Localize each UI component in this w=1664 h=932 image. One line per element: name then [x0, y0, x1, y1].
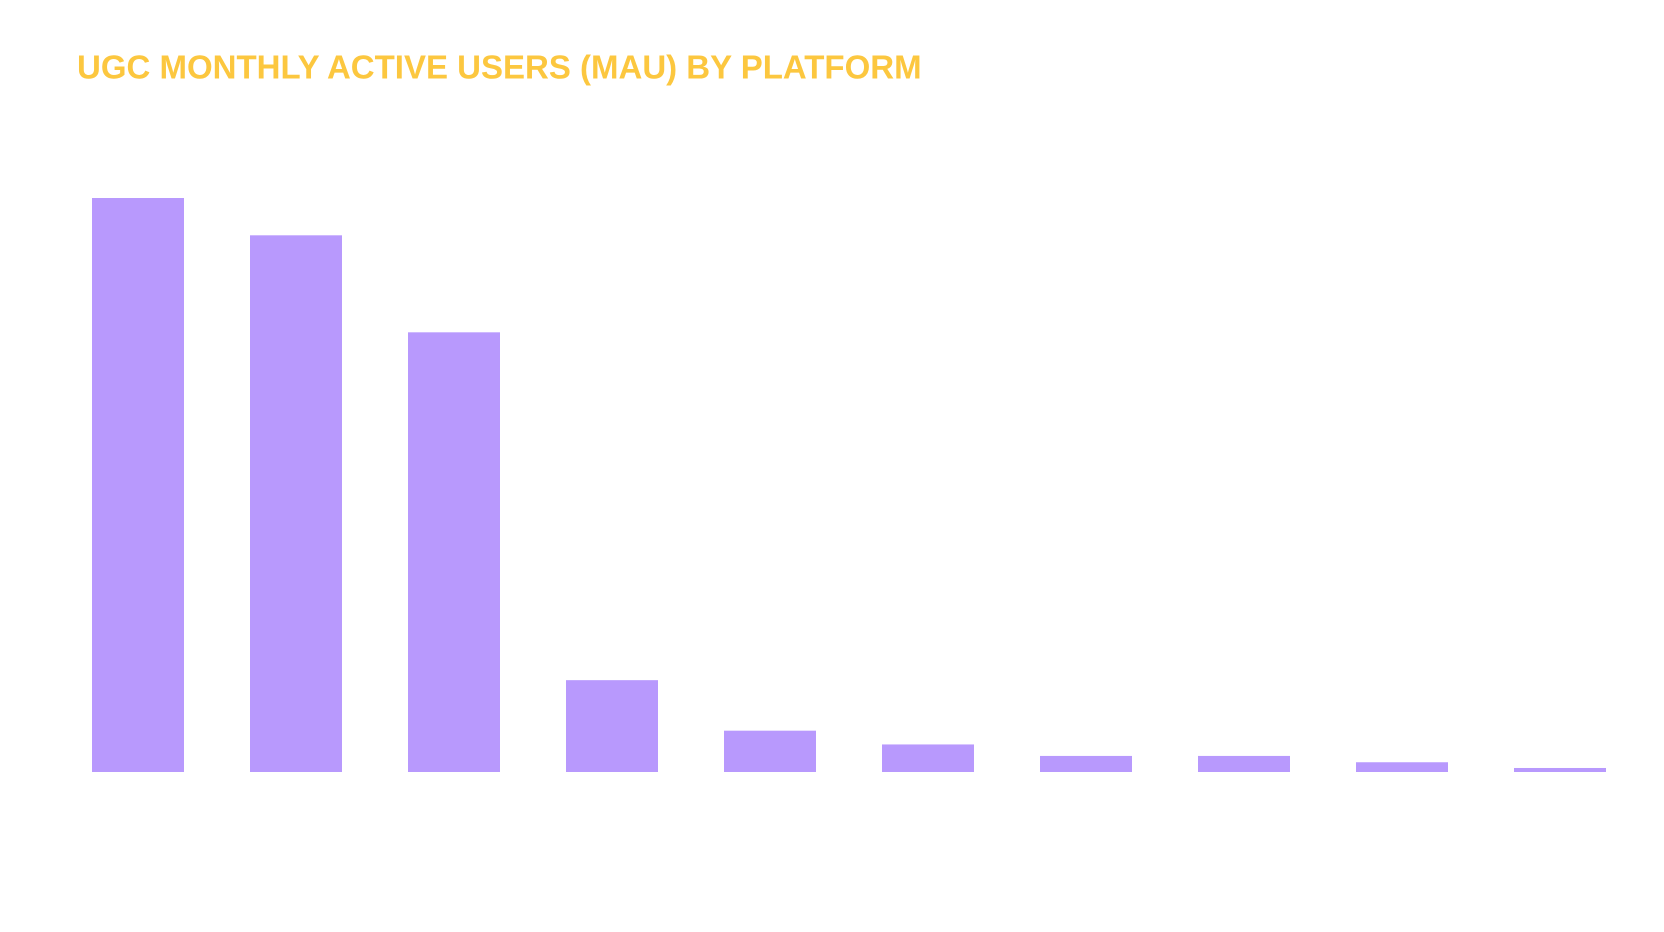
- bar: [882, 744, 974, 772]
- bar: [408, 332, 500, 772]
- bar: [1198, 755, 1290, 772]
- chart-title: UGC MONTHLY ACTIVE USERS (MAU) BY PLATFO…: [77, 49, 922, 86]
- bar: [1514, 767, 1606, 772]
- bar: [1356, 762, 1448, 772]
- bar: [92, 198, 184, 772]
- bar: [1040, 755, 1132, 772]
- bar: [566, 680, 658, 772]
- bar: [724, 730, 816, 772]
- bar: [250, 235, 342, 772]
